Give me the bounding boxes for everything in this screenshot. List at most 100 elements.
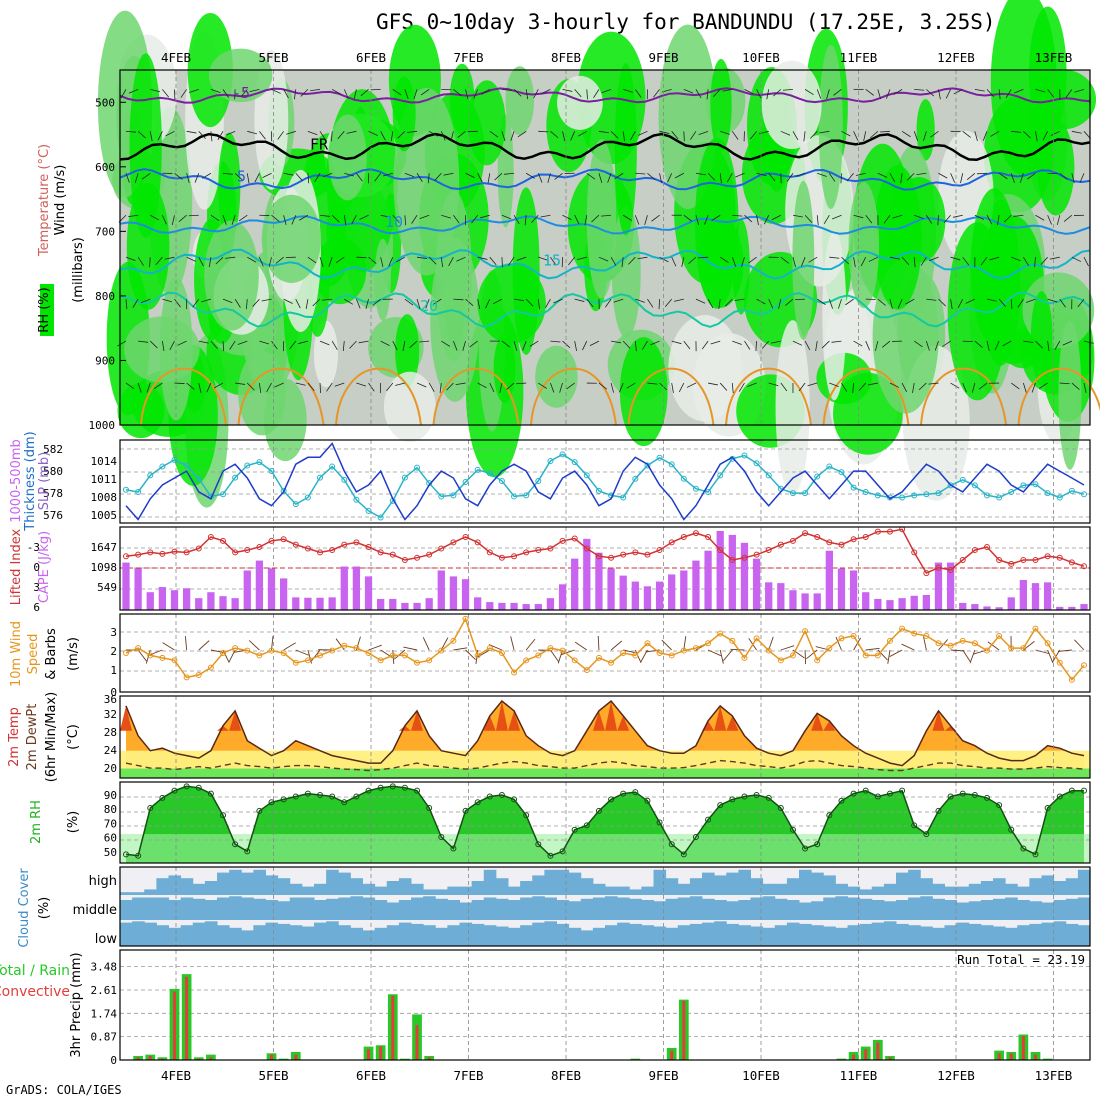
wind-barb: [351, 215, 357, 225]
wind-barb: [271, 340, 278, 350]
li-line-point: [474, 539, 481, 546]
wind-barb: [795, 172, 806, 177]
wind-barb-10m: [184, 636, 188, 651]
wind-barb: [860, 257, 867, 267]
wind-barb: [786, 173, 794, 182]
wind-barb: [738, 382, 745, 392]
wind-barb: [501, 340, 511, 348]
wind-barb: [747, 382, 757, 388]
wind-barb: [419, 214, 430, 220]
wind-barb: [889, 256, 900, 260]
wind-barb: [259, 131, 266, 140]
wind-barb: [409, 340, 418, 349]
wind-speed-line-point: [692, 645, 699, 652]
wind-barb: [356, 298, 361, 309]
wind-barb: [344, 298, 354, 305]
wind-barb: [704, 215, 709, 225]
wind-barb: [846, 173, 854, 182]
wind-barb: [829, 173, 836, 182]
wind-barb-10m: [574, 641, 588, 651]
cloud-cell-high: [920, 878, 933, 895]
cape-bar: [1019, 579, 1028, 610]
wind-speed-line-point: [498, 650, 505, 656]
cloud-cell-middle: [956, 902, 970, 920]
cloud-cell-low: [314, 922, 327, 946]
wind-barb: [942, 340, 951, 348]
wind-barb: [937, 215, 939, 226]
li-line-point: [280, 536, 287, 543]
thickness-line-point: [353, 496, 360, 503]
wind-barb: [916, 172, 927, 176]
cloud-cell-high: [229, 869, 242, 895]
wind-barb: [516, 256, 527, 261]
precip-tick: 0: [110, 1054, 117, 1067]
cape-tick: 549: [97, 581, 117, 594]
rh2m-line-point: [535, 841, 542, 848]
li-line-point: [123, 553, 129, 560]
rh2m-tick: 90: [104, 789, 117, 802]
wind-barb: [986, 215, 993, 225]
wind-barb: [208, 257, 212, 268]
wind-barb: [356, 256, 367, 259]
wind-barb: [865, 89, 874, 96]
wind-barb: [404, 298, 414, 306]
wind-barb: [249, 88, 260, 93]
contour-label: -5: [232, 84, 250, 102]
rh2m-line-point: [620, 790, 627, 797]
precip-total-bar: [157, 1057, 168, 1060]
cape-bar: [874, 598, 882, 610]
rh-shade: [392, 76, 416, 152]
li-line-point: [826, 539, 833, 546]
cloud-cell-high: [508, 886, 521, 895]
cloud-cell-high: [301, 886, 315, 895]
wind-barb: [586, 172, 596, 180]
li-line-point: [814, 533, 821, 540]
cloud-cell-low: [301, 926, 315, 946]
wind-barb: [994, 340, 1000, 351]
li-line-point: [511, 553, 518, 560]
temp-tick-top: 36: [104, 693, 117, 706]
wind-barb: [877, 172, 888, 178]
wind-barb: [150, 88, 161, 93]
rh2m-line-point: [862, 787, 869, 794]
wind-barb: [235, 382, 246, 385]
rh2m-line-point: [147, 805, 154, 812]
wind-barb: [853, 214, 864, 219]
wind-barb: [342, 341, 345, 352]
thickness-line-point: [123, 486, 129, 493]
cloud-cell-high: [192, 883, 206, 895]
wind-speed-line-point: [474, 652, 481, 659]
thickness-tick: 582: [43, 443, 63, 456]
wind-barb: [950, 256, 961, 261]
thickness-line-point: [814, 473, 821, 480]
wind-barb: [201, 298, 211, 303]
cloud-cell-high: [653, 869, 667, 895]
li-line-point: [911, 549, 918, 556]
wind-barb: [755, 341, 757, 352]
wind-barb: [134, 173, 139, 183]
wind-barb: [906, 172, 915, 181]
wind-barb: [690, 131, 697, 140]
wind-barb: [222, 341, 225, 352]
wind-tick: 3: [110, 626, 117, 639]
wind-barb: [322, 298, 333, 301]
wind-barb-10m: [730, 648, 745, 651]
cloud-cell-high: [1017, 886, 1030, 895]
cloud-cell-middle: [605, 896, 618, 920]
cloud-cell-low: [1065, 923, 1079, 946]
wind-barb: [706, 89, 709, 100]
wind-barb: [671, 340, 682, 345]
wind-speed-line-point: [850, 632, 857, 639]
wind-barb: [974, 88, 985, 92]
wind-barb: [798, 382, 806, 392]
thickness-line-point: [365, 507, 372, 514]
cloud-cell-middle: [435, 898, 448, 920]
wind-barb: [307, 382, 315, 391]
wind-barb: [365, 299, 369, 309]
wind-barb: [480, 214, 490, 219]
wind-barb: [785, 298, 794, 306]
wind-barb: [550, 256, 557, 266]
thickness-line-point: [147, 472, 154, 479]
wind-barb: [804, 89, 814, 96]
rh-shade: [449, 63, 475, 135]
